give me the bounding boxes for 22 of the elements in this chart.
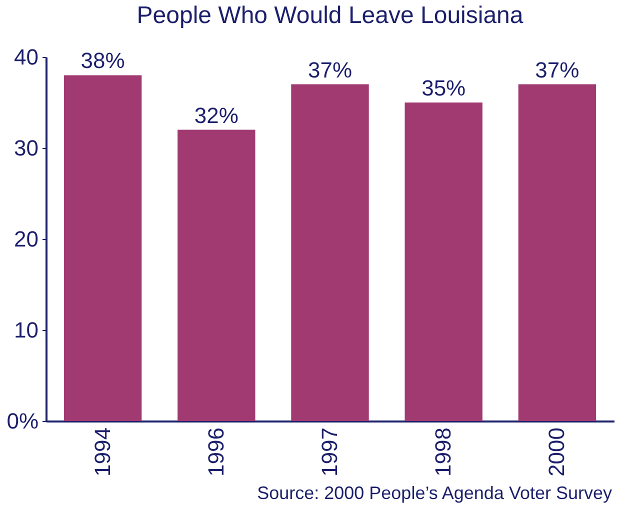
bar — [291, 84, 369, 421]
y-tick-label: 40 — [14, 44, 38, 70]
y-tick-label: 0% — [6, 408, 38, 434]
data-label: 38% — [80, 48, 125, 74]
y-tick-label: 30 — [14, 136, 38, 160]
y-tick-label: 20 — [14, 226, 38, 252]
data-label: 32% — [194, 102, 238, 128]
data-label: 37% — [535, 57, 580, 82]
x-tick-label: 1997 — [317, 428, 342, 476]
bar — [518, 84, 596, 421]
source-note: Source: 2000 People’s Agenda Voter Survey — [257, 483, 612, 504]
chart-title: People Who Would Leave Louisiana — [136, 2, 524, 29]
x-tick-label: 1998 — [430, 428, 456, 476]
y-tick-label: 10 — [14, 318, 38, 342]
data-label: 35% — [422, 76, 466, 100]
data-label: 37% — [308, 57, 352, 82]
bar — [64, 75, 142, 421]
bar — [178, 130, 256, 421]
x-tick-label: 2000 — [544, 428, 570, 476]
x-tick-label: 1996 — [203, 428, 228, 476]
x-tick-label: 1994 — [90, 428, 115, 476]
bar — [404, 102, 482, 421]
